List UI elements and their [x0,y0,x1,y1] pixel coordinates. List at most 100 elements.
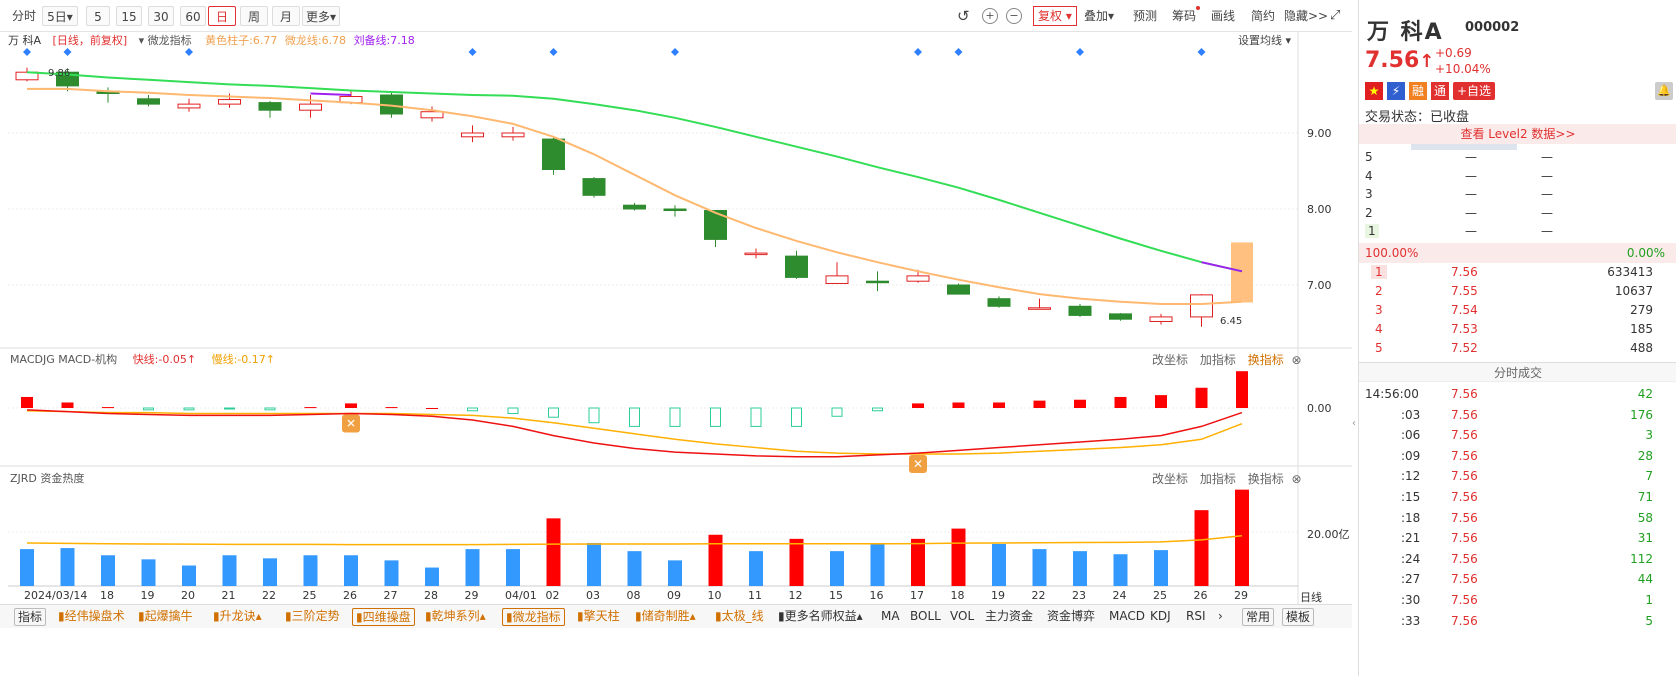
ma-settings-button[interactable]: 设置均线 ▾ [1238,34,1292,47]
fuquan-dropdown[interactable]: 复权 ▾ [1033,6,1077,26]
price-tick-9: 9.00 [1307,127,1332,140]
macd-switch-indicator[interactable]: 换指标 [1247,353,1284,367]
tab-common[interactable]: 常用 [1242,608,1275,626]
chip-button[interactable]: 筹码 [1172,9,1197,23]
draw-line-button[interactable]: 画线 [1211,9,1236,23]
sell-order-row[interactable]: 1 — — [1365,224,1665,242]
period-day[interactable]: 日 [208,6,236,26]
date-label: 18 [950,589,965,602]
date-label: 12 [788,589,803,602]
sell-order-row[interactable]: 2 — — [1365,206,1665,224]
zoom-out-icon[interactable]: − [1006,8,1022,24]
heat-bar [951,528,966,586]
tab-more-masters[interactable]: ▮更多名师权益▴ [778,609,863,623]
period-label: 日线 [1300,591,1322,604]
zoom-in-icon[interactable]: + [982,8,998,24]
collapse-handle[interactable] [1411,144,1517,150]
macd-name[interactable]: MACDJG MACD-机构 [10,353,118,366]
order-level: 5 [1365,150,1373,164]
trade-price: 7.56 [1451,469,1478,484]
panel-toggle-icon[interactable]: ‹ [1352,418,1356,429]
macd-bar [952,402,965,408]
add-watchlist-button[interactable]: +自选 [1453,82,1495,100]
date-label: 16 [869,589,884,602]
tab-scroll-right-icon[interactable]: › [1218,609,1223,623]
buy-order-row[interactable]: 2 7.55 10637 [1365,284,1665,302]
predict-button[interactable]: 预测 [1133,9,1158,23]
undo-icon[interactable]: ↺ [957,7,970,25]
buy-order-row[interactable]: 1 7.56 633413 [1365,265,1665,283]
tab-indicator[interactable]: 指标 [14,608,47,626]
buy-order-row[interactable]: 3 7.54 279 [1365,303,1665,321]
trade-price: 7.56 [1451,448,1478,463]
tab-macd[interactable]: MACD [1109,609,1145,623]
bell-icon[interactable]: 🔔 [1655,82,1673,100]
period-fenshi[interactable]: 分时 [12,9,37,23]
tab-siwei[interactable]: ▮四维操盘 [352,608,415,626]
sell-order-row[interactable]: 5 — — [1365,150,1665,168]
tab-sanjie[interactable]: ▮三阶定势 [285,609,340,623]
connect-badge[interactable]: 通 [1431,82,1449,100]
period-5min[interactable]: 5 [86,6,110,26]
china-flag-icon: ★ [1365,82,1383,100]
sell-order-row[interactable]: 3 — — [1365,187,1665,205]
tab-kdj[interactable]: KDJ [1150,609,1171,623]
order-level: 4 [1375,322,1383,336]
margin-badge[interactable]: 融 [1409,82,1427,100]
macd-add-indicator[interactable]: 加指标 [1199,353,1236,367]
tab-qingtianzhu[interactable]: ▮擎天柱 [577,609,620,623]
fullscreen-icon[interactable]: ⤢ [1330,8,1341,23]
tab-rsi[interactable]: RSI [1186,609,1206,623]
date-label: 21 [221,589,236,602]
period-month[interactable]: 月 [272,6,300,26]
zjrd-add-indicator[interactable]: 加指标 [1199,472,1236,486]
tab-template[interactable]: 模板 [1282,608,1315,626]
macd-bar [1033,400,1046,408]
tab-weilong[interactable]: ▮微龙指标 [502,608,565,626]
period-15min[interactable]: 15 [116,6,142,26]
tab-fund-game[interactable]: 资金博弈 [1047,609,1096,623]
tab-main-funds[interactable]: 主力资金 [985,609,1034,623]
sell-order-row[interactable]: 4 — — [1365,169,1665,187]
tab-qibao[interactable]: ▮起爆擒牛 [138,609,193,623]
date-label: 04/01 [505,589,537,602]
stock-change: +0.69 [1435,46,1472,60]
period-60min[interactable]: 60 [180,6,206,26]
hide-button[interactable]: 隐藏>> [1284,9,1329,23]
heat-bar [506,549,520,586]
kline-chart[interactable]: ✕✕ [0,0,1352,604]
cross-signal-icon [342,414,360,433]
lightning-icon[interactable]: ⚡ [1387,82,1405,100]
zjrd-change-axis[interactable]: 改坐标 [1152,472,1189,486]
macd-close-icon[interactable]: ⊗ [1291,353,1302,367]
order-volume: 185 [1630,322,1653,336]
period-more[interactable]: 更多▾ [302,6,340,26]
tab-chuqi[interactable]: ▮储奇制胜▴ [635,609,696,623]
tab-vol[interactable]: VOL [950,609,975,623]
indicator-dropdown[interactable]: ▾ 微龙指标 [138,34,192,47]
period-5day[interactable]: 5日▾ [42,6,78,26]
level2-link[interactable]: 查看 Level2 数据>> [1359,124,1676,144]
period-30min[interactable]: 30 [148,6,174,26]
tab-jingwei[interactable]: ▮经伟操盘术 [58,609,125,623]
order-level: 1 [1371,265,1387,279]
overlay-button[interactable]: 叠加▾ [1084,9,1115,23]
macd-bar [507,407,519,415]
tab-boll[interactable]: BOLL [910,609,941,623]
simple-button[interactable]: 简约 [1251,9,1276,23]
tab-qiankun[interactable]: ▮乾坤系列▴ [425,609,486,623]
macd-change-axis[interactable]: 改坐标 [1152,353,1189,367]
candle-body [542,138,565,170]
zjrd-close-icon[interactable]: ⊗ [1291,472,1302,486]
macd-bar [345,403,357,408]
tab-taiji[interactable]: ▮太极_线 [715,609,764,623]
period-week[interactable]: 周 [240,6,268,26]
order-volume: 279 [1630,303,1653,317]
buy-order-row[interactable]: 4 7.53 185 [1365,322,1665,340]
macd-bar [669,407,681,427]
zjrd-header[interactable]: ZJRD 资金热度 [10,472,85,485]
buy-order-row[interactable]: 5 7.52 488 [1365,341,1665,359]
tab-shenglong[interactable]: ▮升龙诀▴ [213,609,262,623]
tab-ma[interactable]: MA [881,609,900,623]
zjrd-switch-indicator[interactable]: 换指标 [1247,472,1284,486]
